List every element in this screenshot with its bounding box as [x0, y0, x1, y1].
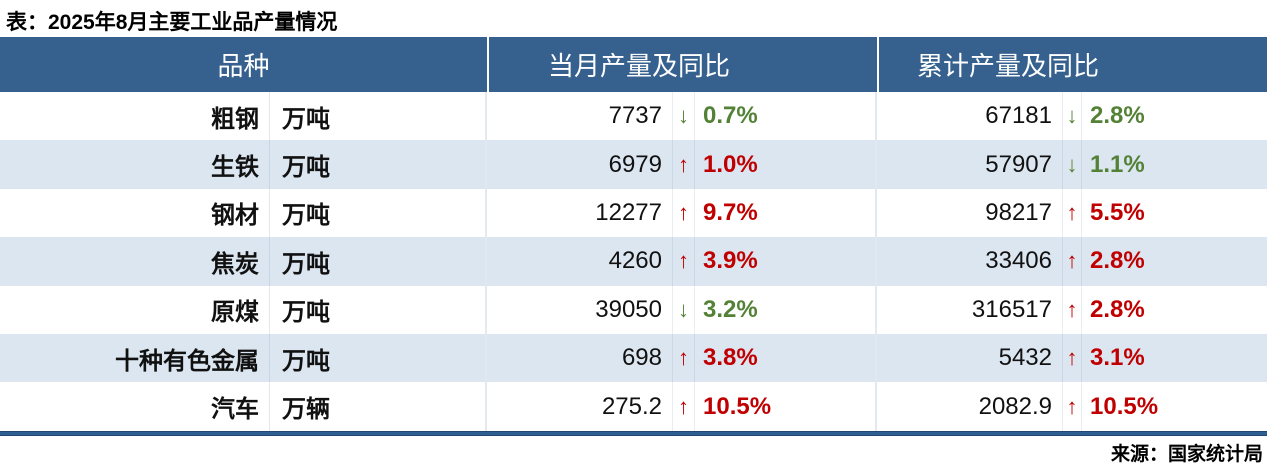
monthly-change-percent: 3.9%: [695, 237, 877, 286]
product-name: 原煤: [0, 285, 270, 334]
header-col-variety-label: 品种: [217, 52, 270, 82]
cumulative-change-arrow-icon: ↓: [1063, 92, 1082, 141]
product-unit: 万吨: [270, 140, 487, 189]
monthly-change-arrow-icon: ↓: [673, 285, 695, 334]
header-col-monthly: 当月产量及同比: [487, 37, 877, 92]
monthly-change-arrow-icon: ↑: [673, 188, 695, 238]
monthly-output-value: 39050: [487, 285, 673, 334]
table-row: 焦炭 万吨 4260 ↑ 3.9% 33406 ↑ 2.8%: [0, 237, 1267, 286]
monthly-change-arrow-icon: ↑: [673, 237, 695, 286]
header-col-cumulative: 累计产量及同比: [877, 37, 1267, 92]
product-unit: 万吨: [270, 188, 487, 238]
page-title: 表：2025年8月主要工业品产量情况: [6, 11, 338, 34]
monthly-output-value: 4260: [487, 237, 673, 286]
cumulative-output-value: 67181: [877, 92, 1063, 141]
product-name: 汽车: [0, 382, 270, 431]
product-unit: 万吨: [270, 333, 487, 383]
table-bottom-rule: [0, 430, 1267, 436]
monthly-change-arrow-icon: ↓: [673, 92, 695, 141]
cumulative-change-arrow-icon: ↓: [1063, 140, 1082, 189]
product-name: 钢材: [0, 188, 270, 238]
table-row: 原煤 万吨 39050 ↓ 3.2% 316517 ↑ 2.8%: [0, 285, 1267, 334]
table-row: 生铁 万吨 6979 ↑ 1.0% 57907 ↓ 1.1%: [0, 140, 1267, 189]
cumulative-change-percent: 10.5%: [1090, 392, 1159, 420]
product-unit: 万吨: [270, 237, 487, 286]
source-note: 来源：国家统计局: [1110, 443, 1263, 465]
product-name: 十种有色金属: [0, 333, 270, 383]
product-unit: 万吨: [270, 285, 487, 334]
cumulative-output-value: 5432: [877, 333, 1063, 383]
monthly-change-percent: 3.8%: [695, 333, 877, 383]
table-body: 粗钢 万吨 7737 ↓ 0.7% 67181 ↓ 2.8% 生铁 万吨 697…: [0, 92, 1267, 431]
cumulative-change-percent: 2.8%: [1090, 247, 1145, 275]
monthly-output-value: 698: [487, 333, 673, 383]
monthly-output-value: 12277: [487, 188, 673, 238]
header-col-cumulative-label: 累计产量及同比: [917, 52, 1100, 82]
cumulative-change-arrow-icon: ↑: [1063, 333, 1082, 383]
cumulative-change-percent: 1.1%: [1090, 150, 1145, 178]
header-col-variety: 品种: [0, 37, 487, 92]
monthly-change-arrow-icon: ↑: [673, 333, 695, 383]
table-header-row: 品种 当月产量及同比 累计产量及同比: [0, 37, 1267, 92]
cumulative-change-arrow-icon: ↑: [1063, 237, 1082, 286]
monthly-change-arrow-icon: ↑: [673, 140, 695, 189]
cumulative-output-value: 316517: [877, 285, 1063, 334]
table-row: 粗钢 万吨 7737 ↓ 0.7% 67181 ↓ 2.8%: [0, 92, 1267, 141]
cumulative-change-arrow-icon: ↑: [1063, 382, 1082, 431]
cumulative-change-arrow-icon: ↑: [1063, 188, 1082, 238]
output-table: 品种 当月产量及同比 累计产量及同比 粗钢 万吨 7737 ↓ 0.7% 671…: [0, 37, 1267, 436]
cumulative-change-percent: 5.5%: [1090, 198, 1145, 226]
product-name: 粗钢: [0, 92, 270, 141]
header-col-monthly-label: 当月产量及同比: [548, 52, 731, 82]
product-unit: 万辆: [270, 382, 487, 431]
monthly-change-percent: 1.0%: [695, 140, 877, 189]
cumulative-change-arrow-icon: ↑: [1063, 285, 1082, 334]
cumulative-change-percent: 3.1%: [1090, 344, 1145, 372]
cumulative-output-value: 98217: [877, 188, 1063, 238]
monthly-output-value: 275.2: [487, 382, 673, 431]
cumulative-change-percent: 2.8%: [1090, 102, 1145, 130]
product-unit: 万吨: [270, 92, 487, 141]
table-row: 汽车 万辆 275.2 ↑ 10.5% 2082.9 ↑ 10.5%: [0, 382, 1267, 431]
monthly-change-arrow-icon: ↑: [673, 382, 695, 431]
monthly-change-percent: 3.2%: [695, 285, 877, 334]
product-name: 焦炭: [0, 237, 270, 286]
cumulative-output-value: 2082.9: [877, 382, 1063, 431]
table-row: 十种有色金属 万吨 698 ↑ 3.8% 5432 ↑ 3.1%: [0, 333, 1267, 383]
table-row: 钢材 万吨 12277 ↑ 9.7% 98217 ↑ 5.5%: [0, 188, 1267, 238]
monthly-change-percent: 0.7%: [695, 92, 877, 141]
monthly-change-percent: 10.5%: [695, 382, 877, 431]
monthly-output-value: 7737: [487, 92, 673, 141]
cumulative-output-value: 57907: [877, 140, 1063, 189]
monthly-output-value: 6979: [487, 140, 673, 189]
cumulative-output-value: 33406: [877, 237, 1063, 286]
monthly-change-percent: 9.7%: [695, 188, 877, 238]
product-name: 生铁: [0, 140, 270, 189]
cumulative-change-percent: 2.8%: [1090, 295, 1145, 323]
